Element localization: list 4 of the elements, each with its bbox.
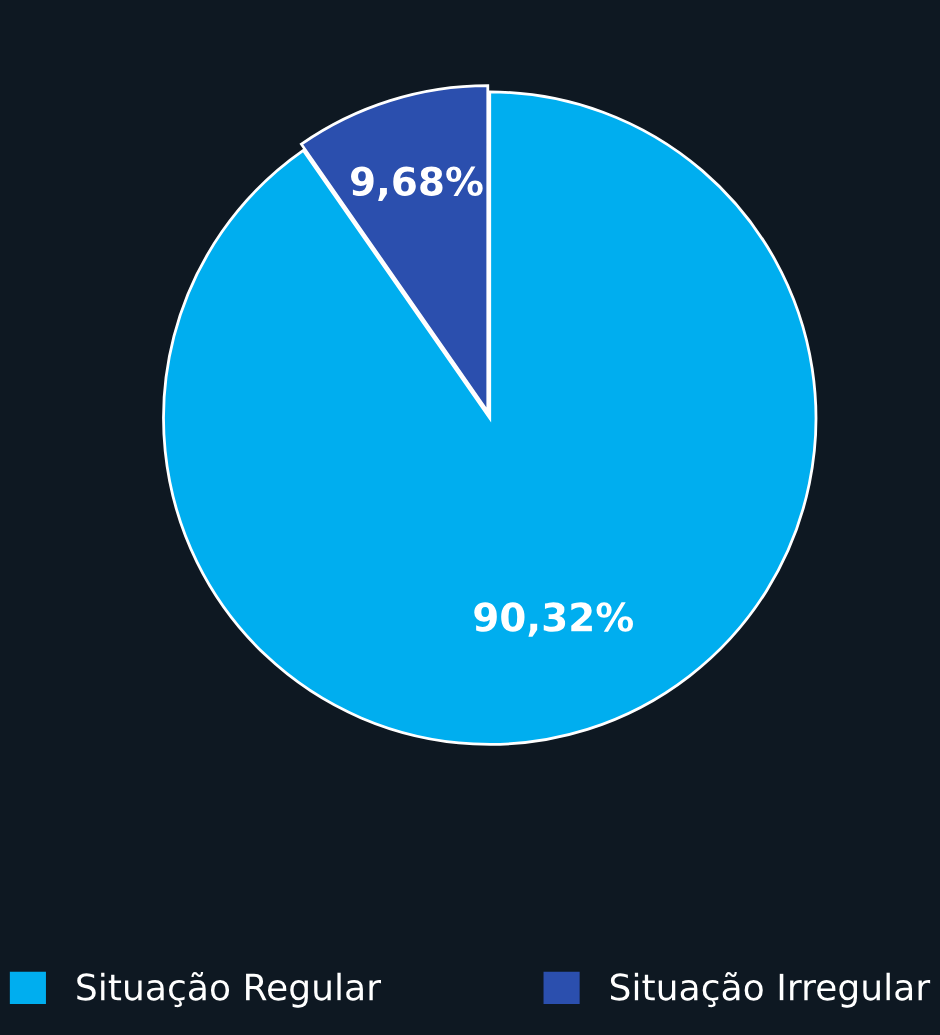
legend-label: Situação Regular [77, 972, 382, 1008]
data-label: 90,32% [474, 602, 633, 637]
legend-label: Situação Irregular [610, 972, 931, 1008]
data-label: 9,68% [351, 166, 483, 201]
